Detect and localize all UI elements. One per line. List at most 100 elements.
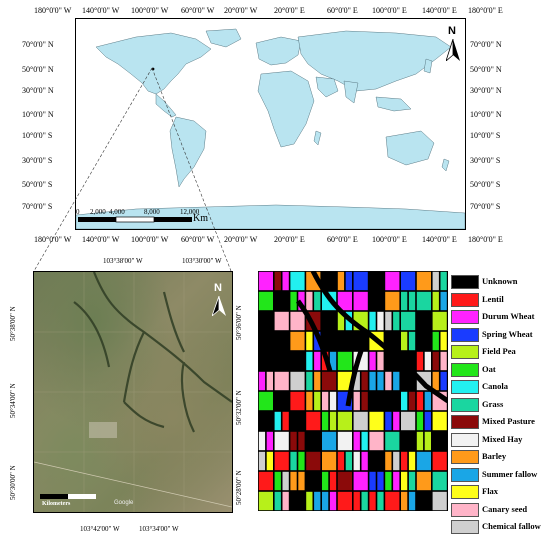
classified-field [424, 391, 431, 411]
world-left-lat-label: 70°0'0" S [22, 202, 53, 211]
legend-item: Mixed Hay [451, 432, 550, 447]
classified-field [432, 311, 447, 331]
classified-field [377, 351, 384, 371]
classified-field [377, 491, 384, 511]
classified-field [393, 471, 400, 491]
classified-field [258, 491, 273, 511]
classified-field [385, 451, 392, 471]
world-top-lon-label: 140°0'0" W [82, 6, 120, 15]
classified-field [337, 491, 352, 511]
world-left-lat-label: 50°0'0" S [22, 180, 53, 189]
classified-field [314, 291, 321, 311]
sat-top-lon-2: 103°30'00" W [182, 257, 222, 265]
world-top-lon-label: 20°0'0" W [224, 6, 258, 15]
sat-left-lat-3: 50°30'00" N [9, 465, 17, 500]
classification-map [258, 271, 448, 511]
legend-swatch [451, 485, 479, 499]
legend-swatch [451, 380, 479, 394]
classified-field [401, 411, 416, 431]
classified-field [440, 291, 447, 311]
classified-field [393, 371, 400, 391]
world-top-lon-label: 180°0'0" E [468, 6, 503, 15]
classified-field [369, 371, 376, 391]
classified-field [290, 391, 305, 411]
world-left-lat-label: 30°0'0" N [22, 86, 54, 95]
legend-label: Durum Wheat [482, 311, 535, 321]
legend-label: Mixed Pasture [482, 416, 535, 426]
classified-field [401, 311, 416, 331]
classified-field [306, 391, 313, 411]
classified-field [401, 391, 408, 411]
classified-field [353, 271, 368, 291]
classified-field [266, 451, 273, 471]
world-bottom-lon-label: 60°0'0" E [327, 235, 358, 244]
sat-left-lat-1: 50°38'00" N [9, 306, 17, 341]
classified-field [353, 411, 368, 431]
legend-swatch [451, 292, 479, 307]
classified-field [322, 411, 329, 431]
legend-swatch [451, 432, 479, 447]
legend-swatch [451, 310, 479, 324]
classified-field [282, 411, 289, 431]
classified-field [306, 491, 313, 511]
classified-field [377, 471, 384, 491]
world-left-lat-label: 70°0'0" N [22, 40, 54, 49]
classified-field [290, 471, 297, 491]
classified-field [353, 391, 360, 411]
world-top-lon-label: 140°0'0" E [422, 6, 457, 15]
classified-field [401, 271, 416, 291]
classified-field [416, 411, 424, 431]
legend-swatch [451, 502, 479, 517]
classified-field [322, 431, 337, 451]
classified-field [401, 331, 408, 351]
world-bottom-lon-label: 20°0'0" E [274, 235, 305, 244]
legend-item: Chemical fallow [451, 520, 550, 534]
classified-field [329, 491, 337, 511]
satellite-features [34, 272, 232, 512]
classified-field [274, 311, 289, 331]
classified-field [393, 451, 400, 471]
world-map-svg [75, 28, 466, 230]
classified-field [393, 411, 400, 431]
classified-field [282, 471, 289, 491]
classified-field [337, 311, 345, 331]
world-right-lat-label: 10°0'0" N [470, 110, 502, 119]
classified-field [290, 311, 305, 331]
classified-field [416, 291, 431, 311]
classified-field [337, 351, 352, 371]
sat-scale-unit: Kilometers [42, 501, 71, 507]
classified-field [432, 491, 447, 511]
legend-swatch [451, 415, 479, 429]
classified-field [369, 411, 384, 431]
legend-label: Unknown [482, 276, 518, 286]
world-right-lat-label: 70°0'0" S [470, 202, 501, 211]
classified-field [432, 371, 439, 391]
classified-field [274, 271, 281, 291]
sat-left-lat-2: 50°34'00" N [9, 383, 17, 418]
classified-field [353, 431, 360, 451]
sat-north-label: N [214, 282, 222, 294]
world-right-lat-label: 70°0'0" N [470, 40, 502, 49]
classified-field [298, 471, 305, 491]
world-right-lat-label: 10°0'0" S [470, 131, 501, 140]
legend-item: Spring Wheat [451, 327, 550, 342]
classified-field [329, 411, 337, 431]
classified-field [416, 351, 424, 371]
classified-field [432, 351, 439, 371]
legend-item: Summer fallow [451, 467, 550, 482]
world-top-lon-label: 100°0'0" W [131, 6, 169, 15]
world-top-lon-label: 60°0'0" W [181, 6, 215, 15]
classified-field [377, 311, 384, 331]
google-watermark: Google [114, 500, 134, 506]
classified-field [361, 391, 368, 411]
classified-field [290, 371, 305, 391]
classified-field [274, 411, 281, 431]
classified-field [274, 431, 289, 451]
classified-field [369, 431, 384, 451]
classified-field [306, 451, 321, 471]
classified-field [322, 391, 329, 411]
world-right-lat-label: 30°0'0" N [470, 86, 502, 95]
legend-label: Canary seed [482, 503, 528, 514]
legend-swatch [451, 362, 479, 377]
classified-field [274, 371, 289, 391]
